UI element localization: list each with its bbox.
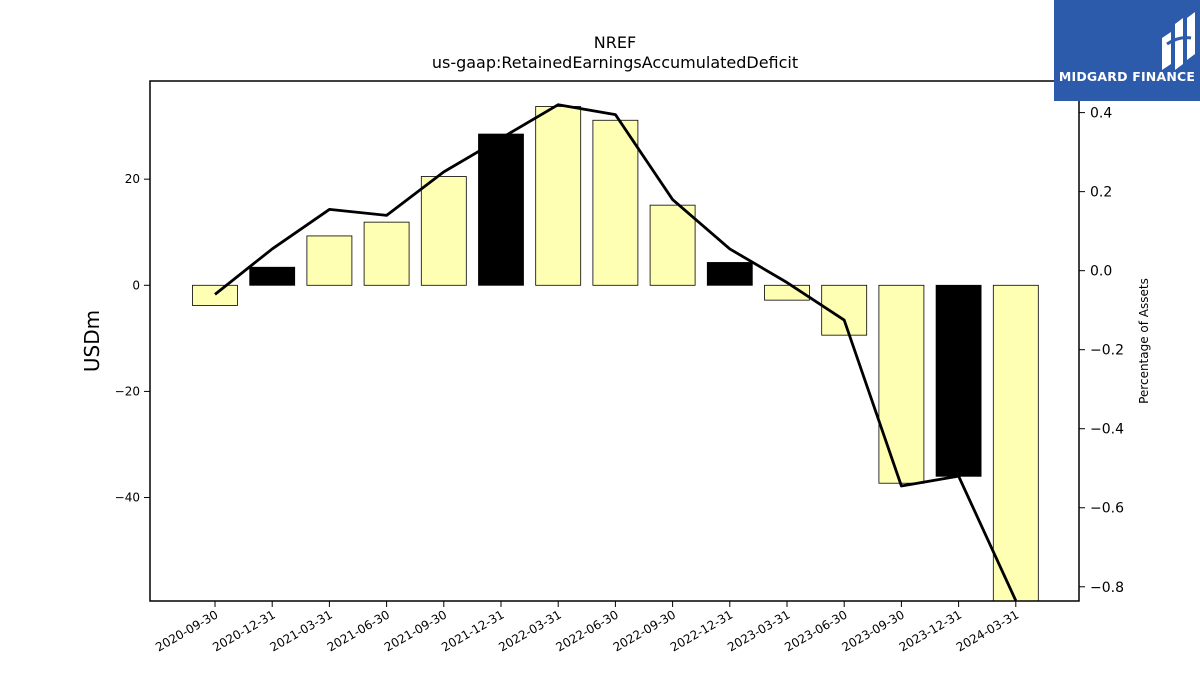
x-tick-label: 2024-03-31	[954, 607, 1021, 654]
x-tick-label: 2022-06-30	[553, 607, 620, 654]
x-tick-label: 2022-09-30	[611, 607, 678, 654]
x-tick-label: 2022-12-31	[668, 607, 735, 654]
x-axis-ticks: 2020-09-302020-12-312021-03-312021-06-30…	[153, 601, 1021, 654]
bar-2023-09-30	[878, 284, 925, 484]
bar-2022-06-30	[592, 119, 639, 286]
midgard-logo: MIDGARD FINANCE	[1054, 0, 1200, 101]
x-tick-label: 2020-09-30	[153, 607, 220, 654]
x-tick-label: 2022-03-31	[496, 607, 563, 654]
y-axis-ticks: −40 −20 0 20	[115, 172, 150, 505]
x-tick-label: 2023-12-31	[897, 607, 964, 654]
bar-2022-09-30	[649, 204, 696, 286]
bar-2024-03-31	[992, 284, 1039, 602]
chart-title: NREF	[594, 33, 636, 52]
logo-text: MIDGARD FINANCE	[1058, 69, 1196, 84]
bar-2020-09-30	[192, 284, 238, 306]
y-axis-label: USDm	[80, 310, 104, 372]
bar-2021-06-30	[363, 221, 410, 286]
x-tick-label: 2023-03-31	[725, 607, 792, 654]
bar-2022-12-31	[706, 262, 753, 286]
bar-series	[192, 106, 1039, 602]
y2-tick-label: 0.4	[1090, 106, 1112, 122]
y2-tick-label: 0.0	[1090, 264, 1112, 280]
bar-2022-03-31	[535, 106, 582, 286]
bar-2021-12-31	[478, 133, 524, 286]
x-tick-label: 2021-06-30	[325, 607, 392, 654]
x-tick-label: 2020-12-31	[210, 607, 277, 654]
bar-2021-03-31	[306, 235, 353, 286]
x-tick-label: 2021-03-31	[267, 607, 334, 654]
y2-tick-label: 0.2	[1090, 185, 1112, 201]
bar-2020-12-31	[249, 266, 296, 286]
y2-tick-label: −0.8	[1090, 580, 1124, 596]
y2-tick-label: −0.2	[1090, 343, 1124, 359]
y-tick-label: 20	[125, 172, 140, 186]
y-tick-label: −20	[115, 384, 140, 398]
x-tick-label: 2023-09-30	[839, 607, 906, 654]
x-tick-label: 2021-09-30	[382, 607, 449, 654]
y2-axis-label: Percentage of Assets	[1137, 278, 1151, 404]
y-tick-label: −40	[115, 491, 140, 505]
y2-axis-ticks: −0.8 −0.6 −0.4 −0.2 0.0 0.2 0.4	[1079, 106, 1124, 596]
x-tick-label: 2021-12-31	[439, 607, 506, 654]
midgard-logo-icon	[1162, 12, 1195, 70]
plot-frame	[149, 80, 1080, 602]
x-tick-label: 2023-06-30	[782, 607, 849, 654]
y-tick-label: 0	[132, 278, 140, 292]
y2-tick-label: −0.6	[1090, 501, 1124, 517]
line-series	[214, 103, 1018, 602]
y2-tick-label: −0.4	[1090, 422, 1124, 438]
bar-2021-09-30	[420, 176, 467, 286]
chart-subtitle: us-gaap:RetainedEarningsAccumulatedDefic…	[432, 53, 798, 72]
bar-2023-12-31	[935, 284, 982, 477]
